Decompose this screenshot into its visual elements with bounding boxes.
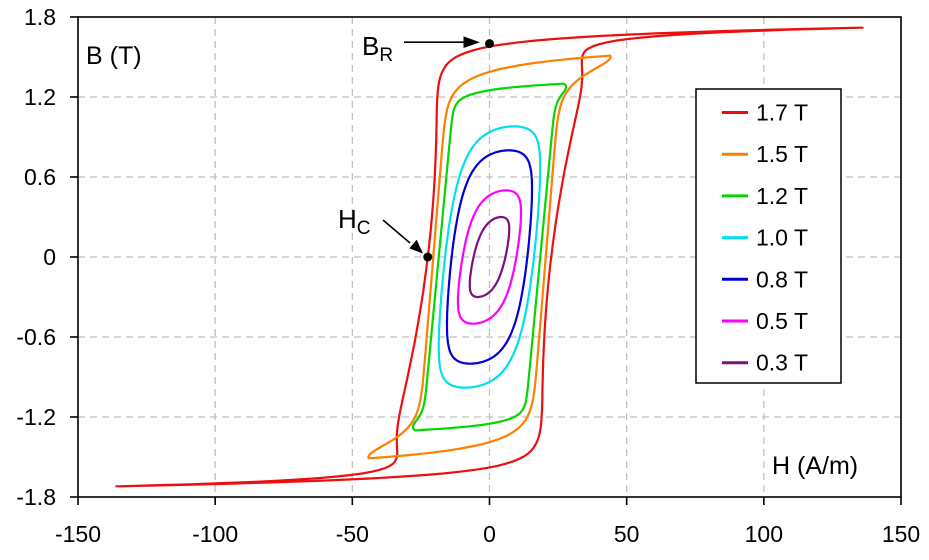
x-axis-title: H (A/m) [772, 452, 858, 480]
coercivity-annotation: HC [338, 204, 433, 262]
y-tick-label: 1.8 [24, 4, 56, 30]
x-tick-label: -150 [55, 521, 101, 547]
remanence-point-marker [485, 39, 494, 49]
legend-label: 0.5 T [756, 308, 808, 334]
legend-box [695, 88, 842, 384]
coercivity-arrow-line [382, 219, 411, 244]
y-tick-label: -1.2 [16, 404, 56, 430]
coercivity-arrowhead-icon [409, 239, 423, 254]
remanence-arrowhead-icon [463, 36, 480, 48]
legend-item: 1.0 T [722, 225, 808, 251]
legend-label: 1.7 T [756, 100, 808, 126]
x-tick-label: -50 [336, 521, 369, 547]
hysteresis-loop-0.5-t [456, 189, 523, 325]
y-tick-label: 0.6 [24, 164, 56, 190]
legend-items: 1.7 T 1.5 T 1.2 T 1.0 T 0.8 T 0.5 T 0.3 T [722, 100, 808, 376]
y-tick-label: -1.8 [16, 484, 56, 510]
axis-ticks [70, 16, 902, 505]
hysteresis-loop-1.2-t [411, 82, 568, 432]
coercivity-point-marker [423, 252, 433, 262]
legend-label: 1.2 T [756, 183, 808, 209]
remanence-annotation: BR [362, 31, 494, 66]
remanence-label: BR [362, 31, 393, 66]
coercivity-label: HC [338, 204, 371, 239]
y-axis-title: B (T) [86, 42, 142, 70]
y-tick-label: -0.6 [16, 324, 56, 350]
x-tick-label: 150 [882, 521, 920, 547]
y-tick-labels: 1.8 1.2 0.6 0 -0.6 -1.2 -1.8 [16, 4, 56, 510]
hysteresis-loop-1.5-t [367, 54, 612, 460]
y-tick-label: 0 [43, 244, 56, 270]
x-tick-label: 100 [745, 521, 783, 547]
legend-label: 1.5 T [756, 141, 808, 167]
legend-item: 1.5 T [722, 141, 808, 167]
x-tick-label: 0 [483, 521, 496, 547]
x-tick-label: -100 [192, 521, 238, 547]
legend-label: 1.0 T [756, 225, 808, 251]
legend-item: 0.8 T [722, 266, 808, 292]
legend-label: 0.8 T [756, 266, 808, 292]
x-tick-labels: -150 -100 -50 0 50 100 150 [55, 521, 920, 547]
legend-item: 1.2 T [722, 183, 808, 209]
hysteresis-loop-1.7-t [115, 26, 864, 488]
x-tick-label: 50 [614, 521, 640, 547]
hysteresis-loop-0.3-t [468, 215, 511, 299]
legend-item: 0.5 T [722, 308, 808, 334]
hysteresis-loops [115, 26, 864, 488]
hysteresis-loop-0.8-t [445, 149, 534, 365]
legend-label: 0.3 T [756, 350, 808, 376]
legend-item: 0.3 T [722, 350, 808, 376]
legend: 1.7 T 1.5 T 1.2 T 1.0 T 0.8 T 0.5 T 0.3 T [695, 88, 842, 384]
legend-item: 1.7 T [722, 100, 808, 126]
y-tick-label: 1.2 [24, 84, 56, 110]
hysteresis-loop-1.0-t [437, 125, 542, 389]
